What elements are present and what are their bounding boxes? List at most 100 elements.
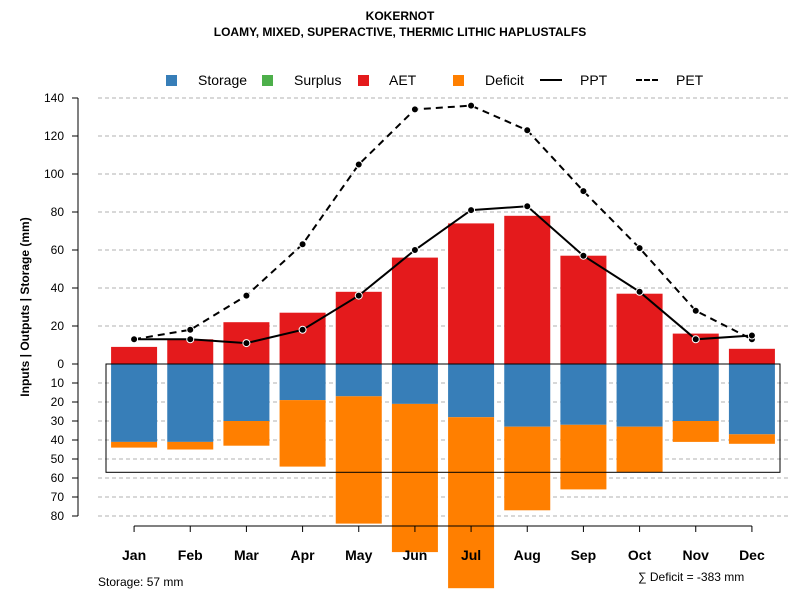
storage-bar [335,364,382,397]
ppt-point [354,291,363,300]
y-tick-label: 70 [51,490,65,504]
deficit-bar [616,426,663,473]
pet-point [186,325,195,334]
y-tick-label: 60 [51,243,65,257]
x-tick-label: Feb [178,547,203,563]
ppt-point [186,335,195,344]
storage-bar [672,364,719,421]
deficit-bar [672,421,719,442]
deficit-bar [560,424,607,490]
x-tick-label: Oct [628,547,652,563]
ppt-line [134,205,752,345]
pet-point [635,244,644,253]
ppt-point [691,335,700,344]
y-tick-label: 30 [51,414,65,428]
aet-bar [728,348,775,364]
ppt-point [579,251,588,260]
deficit-note: ∑ Deficit = -383 mm [638,570,745,584]
y-tick-label: 20 [51,319,65,333]
x-tick-label: Dec [739,547,765,563]
x-tick-label: Jan [122,547,146,563]
deficit-bar [335,396,382,524]
pet-point [691,306,700,315]
storage-bar [279,364,326,401]
x-tick-label: Sep [571,547,597,563]
aet-bar [504,215,551,364]
aet-bar [448,223,495,364]
aet-bar [111,346,158,364]
ppt-point [130,335,139,344]
chart-title: KOKERNOT [365,9,435,23]
legend-pet-label: PET [676,72,704,88]
y-tick-label: 120 [44,129,64,143]
legend-deficit-label: Deficit [485,72,524,88]
storage-bar [111,364,158,442]
storage-bar [616,364,663,427]
legend-ppt-label: PPT [580,72,608,88]
y-tick-label: 80 [51,509,65,523]
y-tick-label: 0 [57,357,64,371]
y-tick-label: 10 [51,376,65,390]
y-tick-label: 60 [51,471,65,485]
x-tick-label: Jun [402,547,427,563]
chart-subtitle: LOAMY, MIXED, SUPERACTIVE, THERMIC LITHI… [213,25,587,39]
deficit-bar [504,426,551,511]
pet-line [133,104,753,341]
storage-bar [448,364,495,418]
storage-bar [223,364,270,421]
x-tick-label: Nov [683,547,710,563]
y-tick-label: 40 [51,281,65,295]
storage-note: Storage: 57 mm [98,575,184,589]
pet-point [354,160,363,169]
x-tick-label: May [345,547,372,563]
deficit-bar [448,417,495,589]
y-tick-label: 20 [51,395,65,409]
deficit-bar [167,441,214,450]
legend: Storage Surplus AET Deficit PPT PET [160,70,720,90]
ppt-point [747,331,756,340]
storage-bar [504,364,551,427]
storage-bar [560,364,607,425]
y-tick-label: 40 [51,433,65,447]
x-tick-label: Jul [461,547,481,563]
legend-storage-label: Storage [198,72,248,88]
ppt-point [523,202,532,211]
aet-bar [335,291,382,364]
ppt-point [242,339,251,348]
legend-ppt-line [540,79,562,81]
legend-aet-label: AET [389,72,417,88]
y-tick-label: 50 [51,452,65,466]
y-tick-label: 80 [51,205,65,219]
aet-bar [560,255,607,364]
legend-storage-swatch [166,75,177,86]
aet-bar [391,257,438,364]
legend-deficit-swatch [453,75,464,86]
legend-aet-swatch [358,75,369,86]
legend-surplus-label: Surplus [294,72,342,88]
storage-bar [728,364,775,435]
storage-bar [391,364,438,404]
x-tick-label: Mar [234,547,259,563]
deficit-bar [279,400,326,467]
pet-point [242,291,251,300]
aet-bar [167,339,214,364]
storage-capacity-box [105,363,781,473]
deficit-bar [728,434,775,444]
ppt-point [410,246,419,254]
legend-pet-line [636,79,658,81]
legend-surplus-swatch [262,75,273,86]
ppt-point [635,287,644,296]
pet-point [467,101,476,110]
y-tick-label: 140 [44,91,64,105]
pet-point [298,240,307,249]
y-axis-label: Inputs | Outputs | Storage (mm) [18,217,32,396]
ppt-point [467,206,476,215]
deficit-bar [111,441,158,448]
x-tick-label: Apr [291,547,316,563]
ppt-point [298,325,307,334]
pet-point [523,126,532,135]
y-tick-label: 100 [44,167,64,181]
pet-point [579,187,588,196]
pet-point [410,105,419,114]
